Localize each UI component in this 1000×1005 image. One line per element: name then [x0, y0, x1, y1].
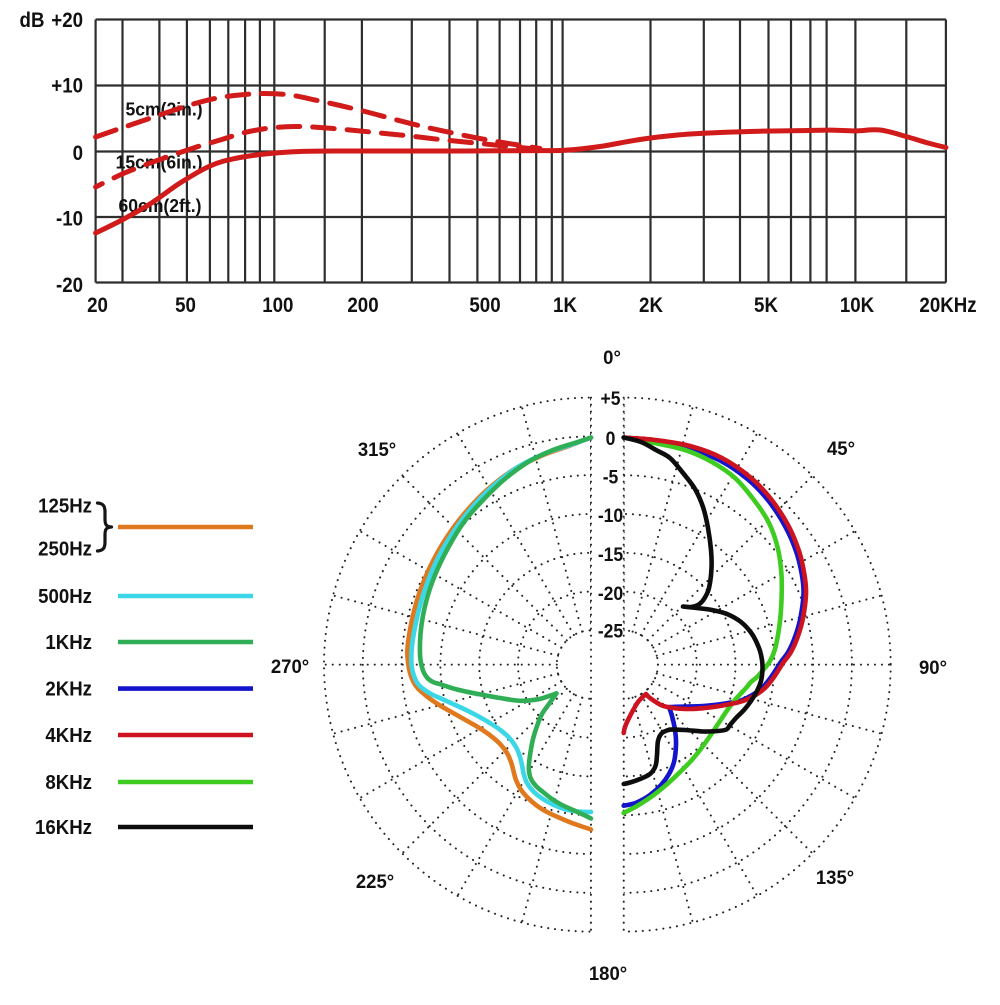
svg-text:-20: -20	[598, 582, 623, 604]
svg-text:-10: -10	[598, 504, 623, 526]
svg-text:500: 500	[469, 294, 500, 317]
svg-text:135°: 135°	[816, 868, 854, 890]
svg-text:500Hz: 500Hz	[38, 585, 92, 608]
svg-text:5K: 5K	[754, 294, 778, 317]
svg-text:16KHz: 16KHz	[35, 816, 92, 839]
svg-text:+5: +5	[600, 387, 620, 409]
svg-text:2K: 2K	[639, 294, 663, 317]
svg-text:5cm(2in.): 5cm(2in.)	[125, 99, 202, 120]
svg-text:20KHz: 20KHz	[919, 294, 976, 317]
svg-text:45°: 45°	[827, 439, 855, 461]
svg-text:+10: +10	[51, 74, 83, 97]
svg-text:8KHz: 8KHz	[45, 771, 92, 794]
svg-text:-20: -20	[56, 274, 83, 297]
svg-text:180°: 180°	[589, 964, 627, 986]
svg-text:0: 0	[73, 142, 83, 165]
svg-text:0°: 0°	[603, 348, 621, 370]
svg-text:2KHz: 2KHz	[45, 678, 92, 701]
svg-text:+20: +20	[51, 9, 83, 32]
svg-text:90°: 90°	[919, 658, 947, 680]
svg-text:dB: dB	[20, 9, 45, 32]
svg-text:270°: 270°	[271, 657, 309, 679]
svg-text:1K: 1K	[553, 294, 577, 317]
svg-text:50: 50	[175, 294, 196, 317]
svg-text:-25: -25	[598, 620, 623, 642]
svg-text:0: 0	[606, 427, 616, 449]
svg-text:200: 200	[347, 294, 378, 317]
svg-text:225°: 225°	[356, 872, 394, 894]
svg-text:10K: 10K	[840, 294, 875, 317]
svg-text:125Hz: 125Hz	[38, 495, 92, 518]
svg-text:20: 20	[87, 294, 108, 317]
svg-text:100: 100	[262, 294, 293, 317]
svg-text:-5: -5	[603, 466, 619, 488]
svg-text:-10: -10	[56, 207, 83, 230]
svg-text:315°: 315°	[358, 440, 396, 462]
svg-text:1KHz: 1KHz	[45, 631, 92, 654]
svg-text:4KHz: 4KHz	[45, 724, 92, 747]
svg-text:-15: -15	[598, 543, 623, 565]
svg-text:250Hz: 250Hz	[38, 538, 92, 561]
